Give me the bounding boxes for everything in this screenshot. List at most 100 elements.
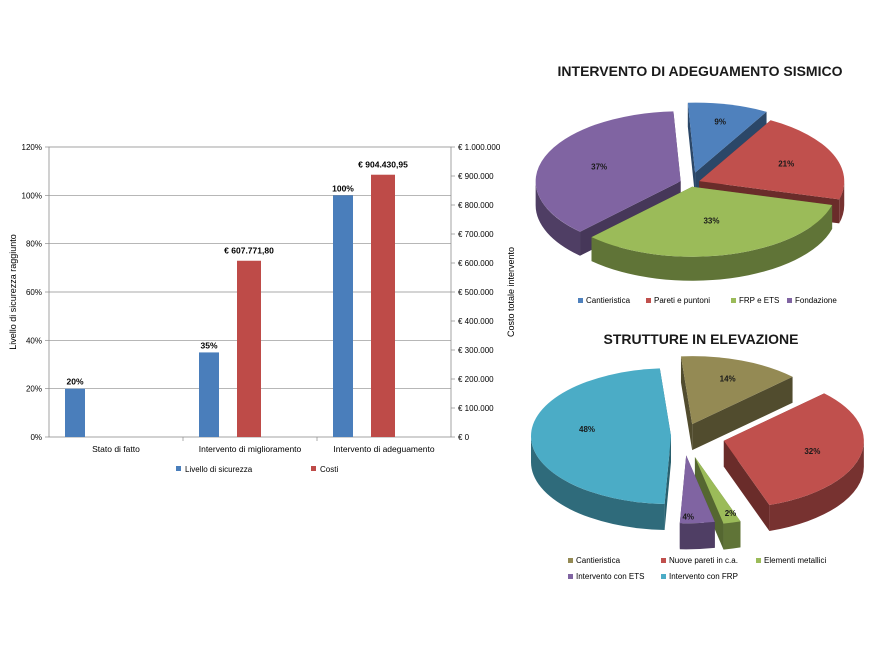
legend-label: Fondazione (795, 296, 837, 305)
bar-livello (199, 352, 219, 437)
bar-costi (371, 174, 395, 437)
bar-chart: 0% 20% 40% 60% 80% 100% 120% € 0 € 100.000 € 200… (8, 143, 516, 474)
y-tick-label: 80% (26, 240, 42, 249)
pie-data-label: 4% (682, 512, 694, 521)
pie-slice-side (680, 356, 693, 451)
pie-slice (687, 102, 767, 173)
bar-data-label: € 904.430,95 (358, 160, 408, 170)
y2-tick-label: € 1.000.000 (458, 143, 501, 152)
bar-data-label: € 607.771,80 (224, 246, 274, 256)
bar-data-label: 35% (200, 340, 217, 350)
pie-slice (699, 120, 845, 200)
x-tick-label: Intervento di miglioramento (199, 444, 302, 454)
pie-data-label: 37% (591, 163, 607, 172)
y2-axis-label: Costo totale intervento (506, 247, 516, 337)
pie-data-label: 32% (804, 447, 820, 456)
pie-slice-edge (769, 440, 864, 532)
pie-data-label: 2% (725, 509, 737, 518)
pie-slice-edge (679, 521, 715, 550)
pie-slice-side (664, 436, 672, 531)
legend-label: Intervento con ETS (576, 572, 644, 581)
bar-livello (333, 195, 353, 437)
y2-tick-label: € 200.000 (458, 375, 494, 384)
legend-swatch (756, 558, 761, 563)
legend-label: Pareti e puntoni (654, 296, 710, 305)
bar-legend: Livello di sicurezza Costi (176, 465, 338, 474)
pie-slice-side (687, 102, 696, 197)
pie-slice (723, 393, 864, 506)
pie-data-labels: 9% 21% 33% 37% (591, 118, 794, 226)
bar-data-label: 100% (332, 183, 354, 193)
legend-label: Cantieristica (576, 556, 621, 565)
y2-axis-ticks: € 0 € 100.000 € 200.000 € 300.000 € 400.000 €… (458, 143, 501, 442)
y-tick-label: 100% (22, 191, 42, 200)
y-tick-label: 120% (22, 143, 42, 152)
y-tick-label: 40% (26, 336, 42, 345)
pie-data-label: 9% (714, 118, 726, 127)
legend-swatch (661, 574, 666, 579)
pie-slice-edge (535, 181, 581, 256)
y-axis-ticks: 0% 20% 40% 60% 80% 100% 120% (22, 143, 42, 442)
bar-data-labels: 20% 35% € 607.771,80 100% € 904.430,95 (66, 160, 408, 387)
pie-slice-edge (591, 204, 833, 281)
pie-slice (679, 455, 715, 524)
bar-costi (237, 260, 261, 437)
legend-swatch (311, 466, 316, 471)
bar-series (65, 174, 395, 437)
pie-slice-edge (531, 436, 665, 531)
pie-slice (694, 457, 741, 524)
y-axis-label: Livello di sicurezza raggiunto (8, 234, 18, 350)
legend-swatch (176, 466, 181, 471)
pie-data-label: 21% (778, 160, 794, 169)
legend-swatch (646, 298, 651, 303)
pie-slice (531, 368, 672, 505)
pie-slice-side (692, 376, 793, 451)
legend-label: Nuove pareti in c.a. (669, 556, 738, 565)
pie-slice-edge (839, 181, 845, 224)
y2-tick-label: € 900.000 (458, 172, 494, 181)
legend-swatch (661, 558, 666, 563)
pie-slice-side (694, 457, 724, 550)
y2-tick-label: € 0 (458, 433, 470, 442)
pie-data-labels: 14% 32% 2% 4% 48% (579, 374, 820, 521)
pie-legend: Cantieristica Nuove pareti in c.a. Element… (568, 556, 826, 581)
pie-data-label: 14% (720, 374, 736, 383)
pie-data-label: 33% (703, 216, 719, 225)
pie-slice-side (723, 440, 770, 532)
legend-label: Cantieristica (586, 296, 631, 305)
pie-legend: Cantieristica Pareti e puntoni FRP e ETS Fo… (578, 296, 837, 305)
pie-title: STRUTTURE IN ELEVAZIONE (604, 331, 799, 347)
legend-label: Intervento con FRP (669, 572, 738, 581)
pie-title: INTERVENTO DI ADEGUAMENTO SISMICO (558, 63, 843, 79)
legend-swatch (568, 574, 573, 579)
legend-swatch (787, 298, 792, 303)
x-tick-label: Intervento di adeguamento (333, 444, 434, 454)
y2-tick-label: € 400.000 (458, 317, 494, 326)
pie-data-label: 48% (579, 425, 595, 434)
legend-label: FRP e ETS (739, 296, 779, 305)
y2-tick-label: € 600.000 (458, 259, 494, 268)
pie-slice (591, 186, 833, 257)
y2-tick-label: € 500.000 (458, 288, 494, 297)
bar-livello (65, 388, 85, 437)
legend-label: Costi (320, 465, 338, 474)
x-tick-label: Stato di fatto (92, 444, 140, 454)
legend-swatch (731, 298, 736, 303)
y2-tick-label: € 800.000 (458, 201, 494, 210)
legend-swatch (568, 558, 573, 563)
x-axis-ticks: Stato di fatto Intervento di migliorament… (92, 444, 435, 454)
pie-slice (680, 356, 793, 425)
legend-swatch (578, 298, 583, 303)
legend-label: Elementi metallici (764, 556, 826, 565)
y-tick-label: 0% (30, 433, 42, 442)
pie-slices (535, 102, 845, 281)
y-tick-label: 20% (26, 385, 42, 394)
pie-slice-edge (723, 521, 741, 550)
pie-slices (531, 356, 864, 550)
y2-tick-label: € 100.000 (458, 404, 494, 413)
legend-label: Livello di sicurezza (185, 465, 253, 474)
bar-data-label: 20% (66, 377, 83, 387)
y-tick-label: 60% (26, 288, 42, 297)
pie-slice (535, 111, 681, 232)
